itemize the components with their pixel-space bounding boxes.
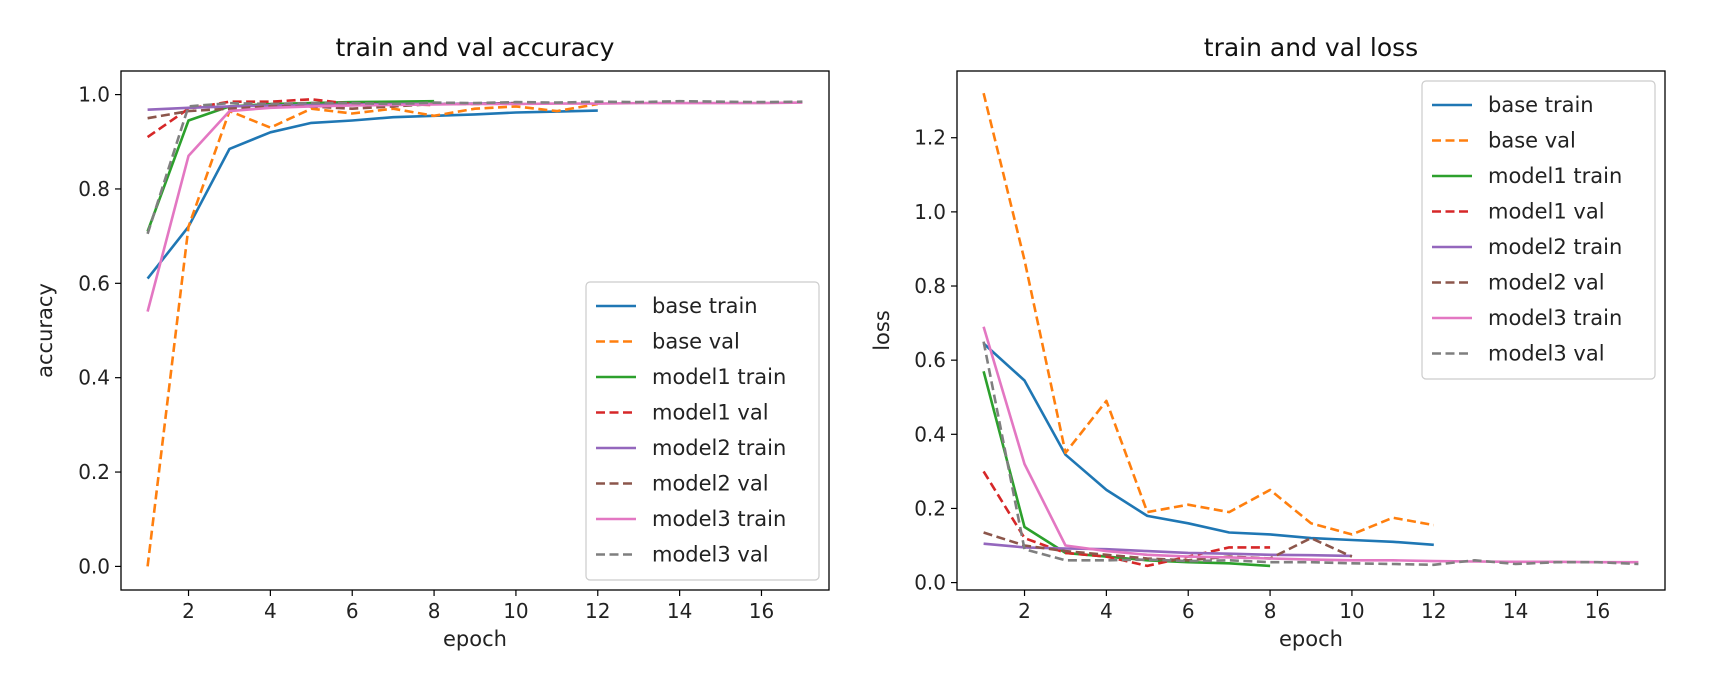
y-tick-label: 0.8	[914, 274, 946, 298]
series-line-model3-train	[146, 101, 803, 312]
legend-label: model2 val	[652, 472, 769, 496]
y-tick-label: 0.4	[78, 366, 110, 390]
legend-label: model2 train	[652, 436, 786, 460]
legend-label: model3 val	[652, 543, 769, 567]
y-tick-label: 0.2	[78, 460, 110, 484]
legend-label: model3 train	[1488, 306, 1622, 330]
series-line-base-val	[982, 92, 1435, 536]
series-line-model1-train	[146, 99, 435, 232]
legend-label: base train	[652, 294, 758, 318]
subplot-1: train and val accuracy 2 4 6 8 10 12 14 16 0.0 0.2…	[33, 33, 830, 651]
y-tick-label: 0.8	[78, 177, 110, 201]
legend-label: base val	[652, 330, 740, 354]
series-group	[982, 92, 1639, 568]
x-tick-label: 16	[749, 599, 774, 623]
x-axis-title: epoch	[443, 627, 507, 651]
legend-label: base val	[1488, 129, 1576, 153]
series-line-base-train	[982, 342, 1434, 547]
x-tick-label: 10	[1339, 599, 1364, 623]
y-tick-label: 1.2	[914, 126, 946, 150]
y-tick-label: 0.0	[914, 571, 946, 595]
x-axis-title: epoch	[1279, 627, 1343, 651]
x-tick-label: 12	[1421, 599, 1446, 623]
y-axis-title: accuracy	[33, 283, 57, 378]
x-tick-label: 10	[503, 599, 528, 623]
legend-box	[1421, 80, 1656, 380]
legend-label: base train	[1488, 93, 1594, 117]
series-line-model2-train	[983, 542, 1352, 558]
x-tick-label: 2	[182, 599, 195, 623]
legend-label: model1 train	[1488, 164, 1622, 188]
legend-box	[585, 281, 820, 581]
y-axis-title: loss	[870, 310, 894, 351]
chart-title: train and val accuracy	[336, 33, 615, 62]
series-line-model3-val	[146, 99, 803, 235]
series-line-model2-val	[147, 101, 516, 120]
x-tick-label: 16	[1585, 599, 1610, 623]
legend-label: model1 val	[652, 401, 769, 425]
y-tick-label: 1.0	[914, 200, 946, 224]
x-tick-label: 14	[1503, 599, 1528, 623]
x-tick-label: 6	[346, 599, 359, 623]
legend: base train base val model1 train model1 val…	[1421, 80, 1656, 380]
x-tick-label: 14	[667, 599, 692, 623]
x-tick-label: 8	[428, 599, 441, 623]
series-line-model1-train	[982, 370, 1271, 568]
series-line-model2-val	[983, 531, 1353, 562]
legend: base train base val model1 train model1 val…	[585, 281, 820, 581]
legend-label: model2 val	[1488, 271, 1605, 295]
legend-label: model2 train	[1488, 235, 1622, 259]
x-tick-label: 8	[1264, 599, 1277, 623]
plot-frame	[120, 70, 830, 591]
x-tick-label: 2	[1018, 599, 1031, 623]
x-tick-label: 4	[264, 599, 277, 623]
y-tick-label: 0.6	[914, 348, 946, 372]
chart-title: train and val loss	[1204, 33, 1418, 62]
legend-label: model1 train	[652, 365, 786, 389]
series-line-model3-train	[982, 326, 1639, 564]
series-line-base-train	[146, 109, 598, 280]
series-group	[146, 98, 803, 567]
x-tick-label: 6	[1182, 599, 1195, 623]
y-tick-label: 0.6	[78, 271, 110, 295]
legend-label: model3 val	[1488, 342, 1605, 366]
y-tick-label: 0.4	[914, 422, 946, 446]
legend-label: model3 train	[652, 507, 786, 531]
series-line-model3-val	[982, 341, 1639, 567]
plot-frame	[956, 70, 1666, 591]
x-tick-label: 4	[1100, 599, 1113, 623]
y-tick-label: 1.0	[78, 83, 110, 107]
y-tick-label: 0.0	[78, 554, 110, 578]
x-tick-label: 12	[585, 599, 610, 623]
legend-label: model1 val	[1488, 200, 1605, 224]
subplot-2: train and val loss 2 4 6 8 10 12 14 16 0.0 0.2 0.4 0…	[870, 33, 1666, 651]
y-tick-label: 0.2	[914, 496, 946, 520]
series-line-base-val	[146, 102, 599, 567]
